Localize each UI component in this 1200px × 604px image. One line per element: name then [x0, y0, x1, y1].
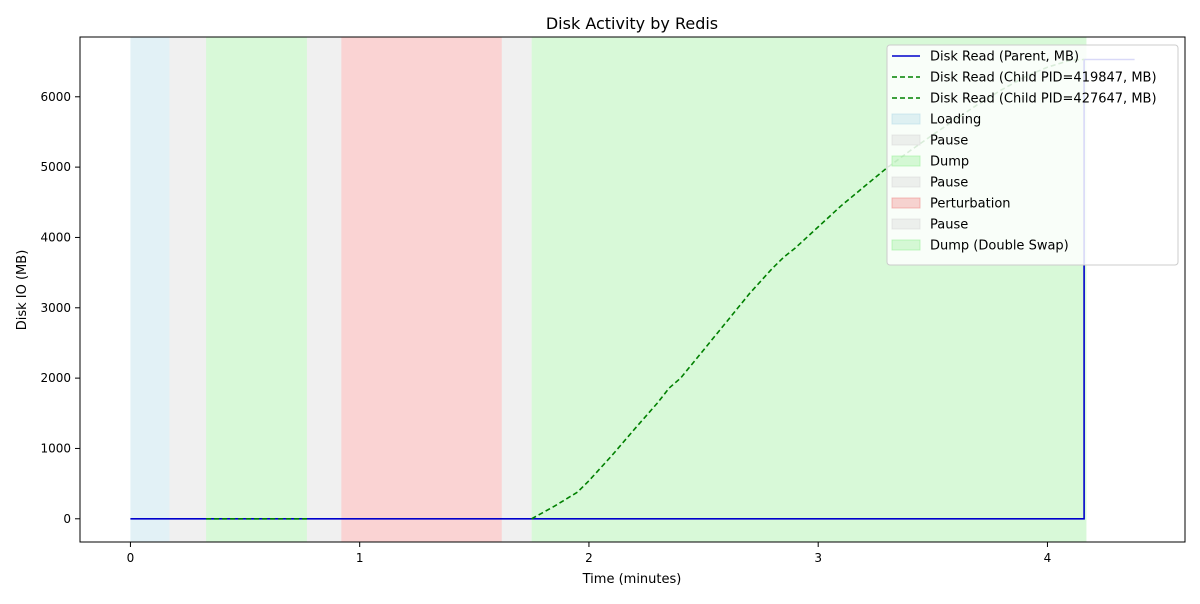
legend-patch-swatch: [891, 155, 921, 167]
phase-span-pause-5: [501, 37, 532, 542]
legend-label: Disk Read (Parent, MB): [930, 50, 1079, 65]
x-tick-label: 3: [814, 551, 822, 565]
y-tick-label: 0: [63, 512, 71, 526]
x-tick-label: 0: [127, 551, 135, 565]
y-tick-label: 3000: [40, 301, 71, 315]
y-axis-label: Disk IO (MB): [15, 250, 30, 331]
legend-box: [886, 44, 1179, 266]
legend-patch-swatch: [891, 113, 921, 125]
y-tick-label: 5000: [40, 160, 71, 174]
legend-patch-swatch: [891, 239, 921, 251]
legend-label: Pause: [930, 134, 968, 149]
legend-label: Perturbation: [930, 197, 1011, 212]
legend-patch-swatch: [891, 134, 921, 146]
chart-title: Disk Activity by Redis: [546, 14, 718, 33]
phase-span-pause-1: [169, 37, 207, 542]
y-tick-label: 1000: [40, 441, 71, 455]
legend-patch-swatch: [891, 197, 921, 209]
y-tick-label: 2000: [40, 371, 71, 385]
legend-patch-swatch: [891, 218, 921, 230]
phase-span-pause-3: [306, 37, 342, 542]
legend-label: Loading: [930, 113, 981, 128]
phase-span-dump-2: [206, 37, 307, 542]
y-tick-label: 4000: [40, 230, 71, 244]
legend-label: Dump: [930, 155, 969, 170]
legend-label: Disk Read (Child PID=427647, MB): [930, 92, 1157, 107]
legend-patch-swatch: [891, 176, 921, 188]
y-tick-label: 6000: [40, 90, 71, 104]
phase-span-loading-0: [130, 37, 170, 542]
legend-label: Disk Read (Child PID=419847, MB): [930, 71, 1157, 86]
phase-span-perturbation-4: [341, 37, 502, 542]
x-tick-label: 1: [356, 551, 364, 565]
legend-label: Pause: [930, 218, 968, 233]
x-tick-label: 2: [585, 551, 593, 565]
x-tick-label: 4: [1044, 551, 1052, 565]
plot-frame: [79, 36, 1186, 543]
legend-label: Pause: [930, 176, 968, 191]
x-axis-label: Time (minutes): [582, 572, 682, 587]
legend-label: Dump (Double Swap): [930, 239, 1069, 254]
